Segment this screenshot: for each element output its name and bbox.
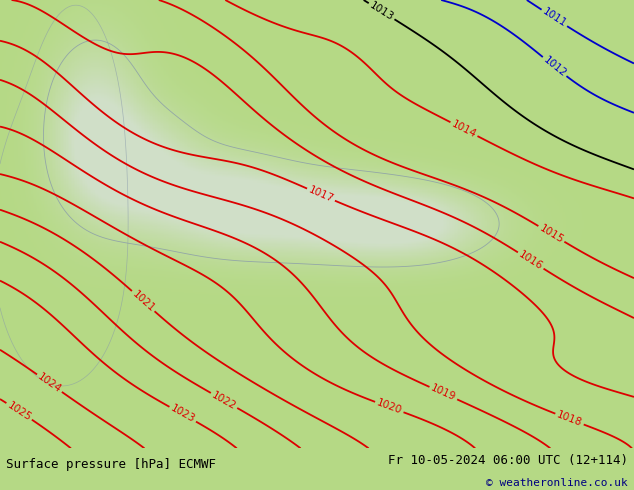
Text: 1014: 1014 xyxy=(450,119,478,140)
Text: 1024: 1024 xyxy=(36,371,63,395)
Text: 1023: 1023 xyxy=(169,403,197,425)
Text: 1025: 1025 xyxy=(6,400,33,423)
Text: 1017: 1017 xyxy=(307,185,335,204)
Text: 1022: 1022 xyxy=(210,390,238,411)
Text: 1016: 1016 xyxy=(517,249,545,272)
Text: 1012: 1012 xyxy=(541,54,568,79)
Text: 1011: 1011 xyxy=(541,7,568,29)
Text: Surface pressure [hPa] ECMWF: Surface pressure [hPa] ECMWF xyxy=(6,458,216,471)
Text: 1019: 1019 xyxy=(429,383,457,403)
Text: 1018: 1018 xyxy=(555,410,584,429)
Text: 1015: 1015 xyxy=(538,223,566,245)
Text: 1020: 1020 xyxy=(375,398,403,416)
Text: 1013: 1013 xyxy=(368,0,396,23)
Text: 1021: 1021 xyxy=(130,289,157,314)
Text: Fr 10-05-2024 06:00 UTC (12+114): Fr 10-05-2024 06:00 UTC (12+114) xyxy=(387,454,628,467)
Text: © weatheronline.co.uk: © weatheronline.co.uk xyxy=(486,477,628,488)
